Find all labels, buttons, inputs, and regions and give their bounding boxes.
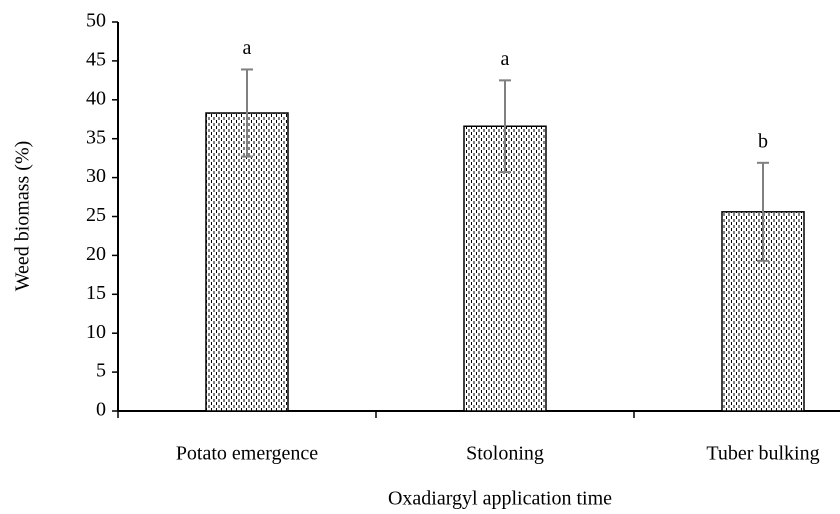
y-tick-label: 0: [96, 399, 106, 421]
x-tick-label: Stoloning: [466, 443, 544, 465]
error-bar: [241, 68, 253, 158]
y-tick-label: 25: [86, 204, 106, 226]
x-tick-label: Potato emergence: [176, 443, 318, 465]
y-tick-label: 20: [86, 243, 106, 265]
y-tick-label: 50: [86, 10, 106, 32]
y-tick-label: 35: [86, 126, 106, 148]
y-tick-label: 40: [86, 87, 106, 109]
y-axis-title: Weed biomass (%): [12, 141, 34, 292]
y-tick-label: 30: [86, 165, 106, 187]
significance-letter: b: [758, 130, 768, 152]
x-axis-title: Oxadiargyl application time: [388, 488, 612, 510]
y-tick-label: 45: [86, 48, 106, 70]
bar: [205, 112, 289, 412]
significance-letter: a: [243, 37, 252, 59]
y-tick-label: 10: [86, 321, 106, 343]
y-tick-label: 15: [86, 282, 106, 304]
significance-letter: a: [501, 48, 510, 70]
error-bar: [757, 161, 769, 262]
x-tick-label: Tuber bulking: [706, 443, 819, 465]
error-bar: [499, 79, 511, 174]
y-tick-label: 5: [96, 360, 106, 382]
